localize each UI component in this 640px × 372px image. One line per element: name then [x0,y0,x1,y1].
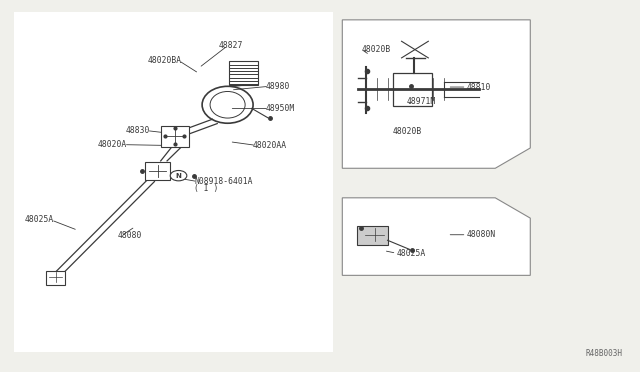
Text: 48080: 48080 [118,231,142,240]
Bar [339,13,632,352]
Text: 48025A: 48025A [25,215,54,224]
Text: 48950M: 48950M [266,104,295,113]
Text: 48020A: 48020A [98,140,127,149]
Text: 48080N: 48080N [467,230,496,239]
Text: 48971M: 48971M [406,97,436,106]
Text: 48025A: 48025A [396,249,426,258]
Text: 48020AA: 48020AA [253,141,287,150]
Bar [357,226,388,245]
Text: ( I ): ( I ) [195,184,219,193]
Bar [145,162,170,180]
Polygon shape [342,20,531,168]
Text: 48980: 48980 [266,82,290,91]
Bar [394,73,431,106]
Text: R48B003H: R48B003H [586,349,623,358]
Bar [229,61,258,85]
Bar [161,126,189,147]
Polygon shape [342,198,531,275]
Bar [14,13,333,352]
Ellipse shape [170,170,187,181]
Text: 48020B: 48020B [362,45,390,54]
Text: 48810: 48810 [467,83,491,92]
Text: 48020BA: 48020BA [148,56,182,65]
Text: N08918-6401A: N08918-6401A [195,177,253,186]
Text: 48830: 48830 [125,126,150,135]
Text: N: N [175,173,182,179]
Bar [46,270,65,285]
Text: 48827: 48827 [219,41,243,50]
Text: 48020B: 48020B [393,127,422,136]
